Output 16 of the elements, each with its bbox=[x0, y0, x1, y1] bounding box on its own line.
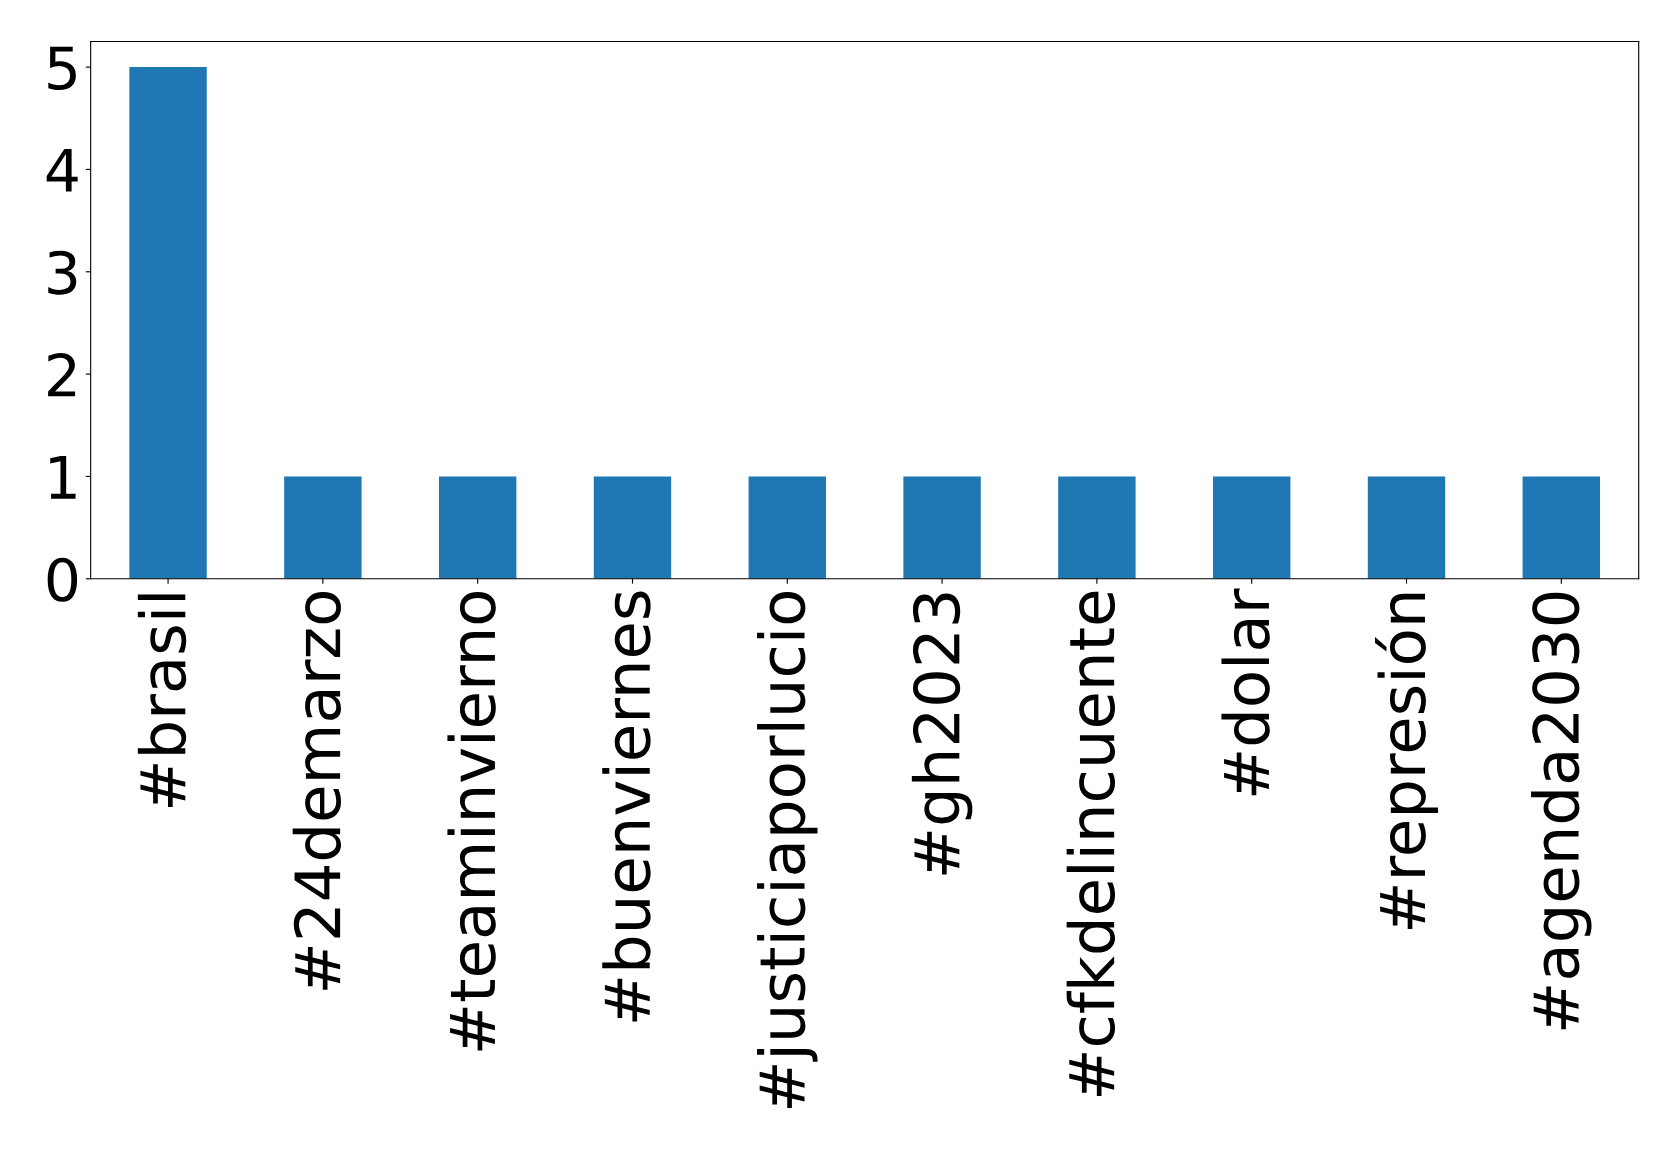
x-tick-label: #24demarzo bbox=[292, 591, 342, 990]
y-tick-label: 3 bbox=[48, 250, 77, 295]
x-tick-label: #represión bbox=[1375, 593, 1438, 930]
y-tick-label: 4 bbox=[46, 149, 78, 192]
y-tick-label: 5 bbox=[48, 46, 76, 91]
x-tick-label: #teaminvierno bbox=[447, 591, 496, 1051]
x-tick-label: #buenviernes bbox=[602, 591, 651, 1022]
x-tick-label: #justiciaporlucio bbox=[757, 591, 818, 1109]
x-tick-label: #cfkdelincuente bbox=[1066, 591, 1116, 1097]
x-tick-label: #dolar bbox=[1221, 588, 1270, 796]
x-tick-label: #agenda2030 bbox=[1531, 592, 1592, 1030]
x-tick-label: #gh2023 bbox=[911, 593, 973, 875]
y-tick-label: 2 bbox=[48, 352, 76, 397]
y-tick-label: 1 bbox=[50, 456, 76, 499]
x-tick-label: #brasil bbox=[137, 594, 187, 808]
y-tick-label: 0 bbox=[47, 557, 78, 602]
